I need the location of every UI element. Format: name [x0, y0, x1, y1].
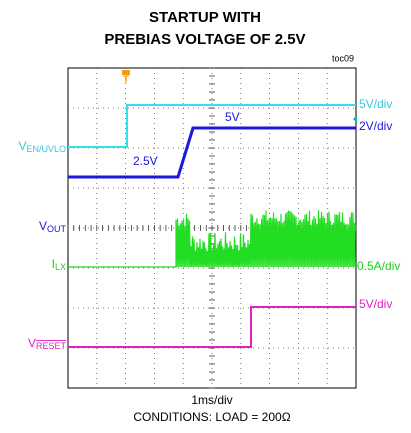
trace-label: VRESET — [28, 336, 67, 351]
trace-label: VOUT — [39, 219, 67, 234]
waveform-en — [68, 104, 356, 148]
trace-scale: 5V/div — [359, 97, 392, 111]
trace-scale: 2V/div — [359, 119, 392, 133]
conditions: CONDITIONS: LOAD = 200Ω — [133, 410, 290, 424]
title-line: STARTUP WITH — [149, 9, 261, 26]
trace-scale: 5V/div — [359, 297, 392, 311]
trace-label: VEN/UVLO — [18, 139, 66, 154]
title-line: PREBIAS VOLTAGE OF 2.5V — [104, 31, 305, 48]
svg-text:T: T — [123, 75, 129, 86]
waveform-vout — [68, 126, 356, 179]
trace-scale: 0.5A/div — [357, 259, 400, 273]
waveform-reset — [68, 306, 356, 348]
figure-id: toc09 — [332, 53, 354, 63]
annotation: 5V — [225, 110, 240, 124]
annotation: 2.5V — [133, 154, 158, 168]
trigger-marker: T — [122, 70, 130, 86]
timebase: 1ms/div — [191, 393, 232, 407]
trace-label: ILX — [52, 257, 66, 272]
marker — [353, 115, 357, 123]
waveform-ilx — [68, 210, 356, 268]
